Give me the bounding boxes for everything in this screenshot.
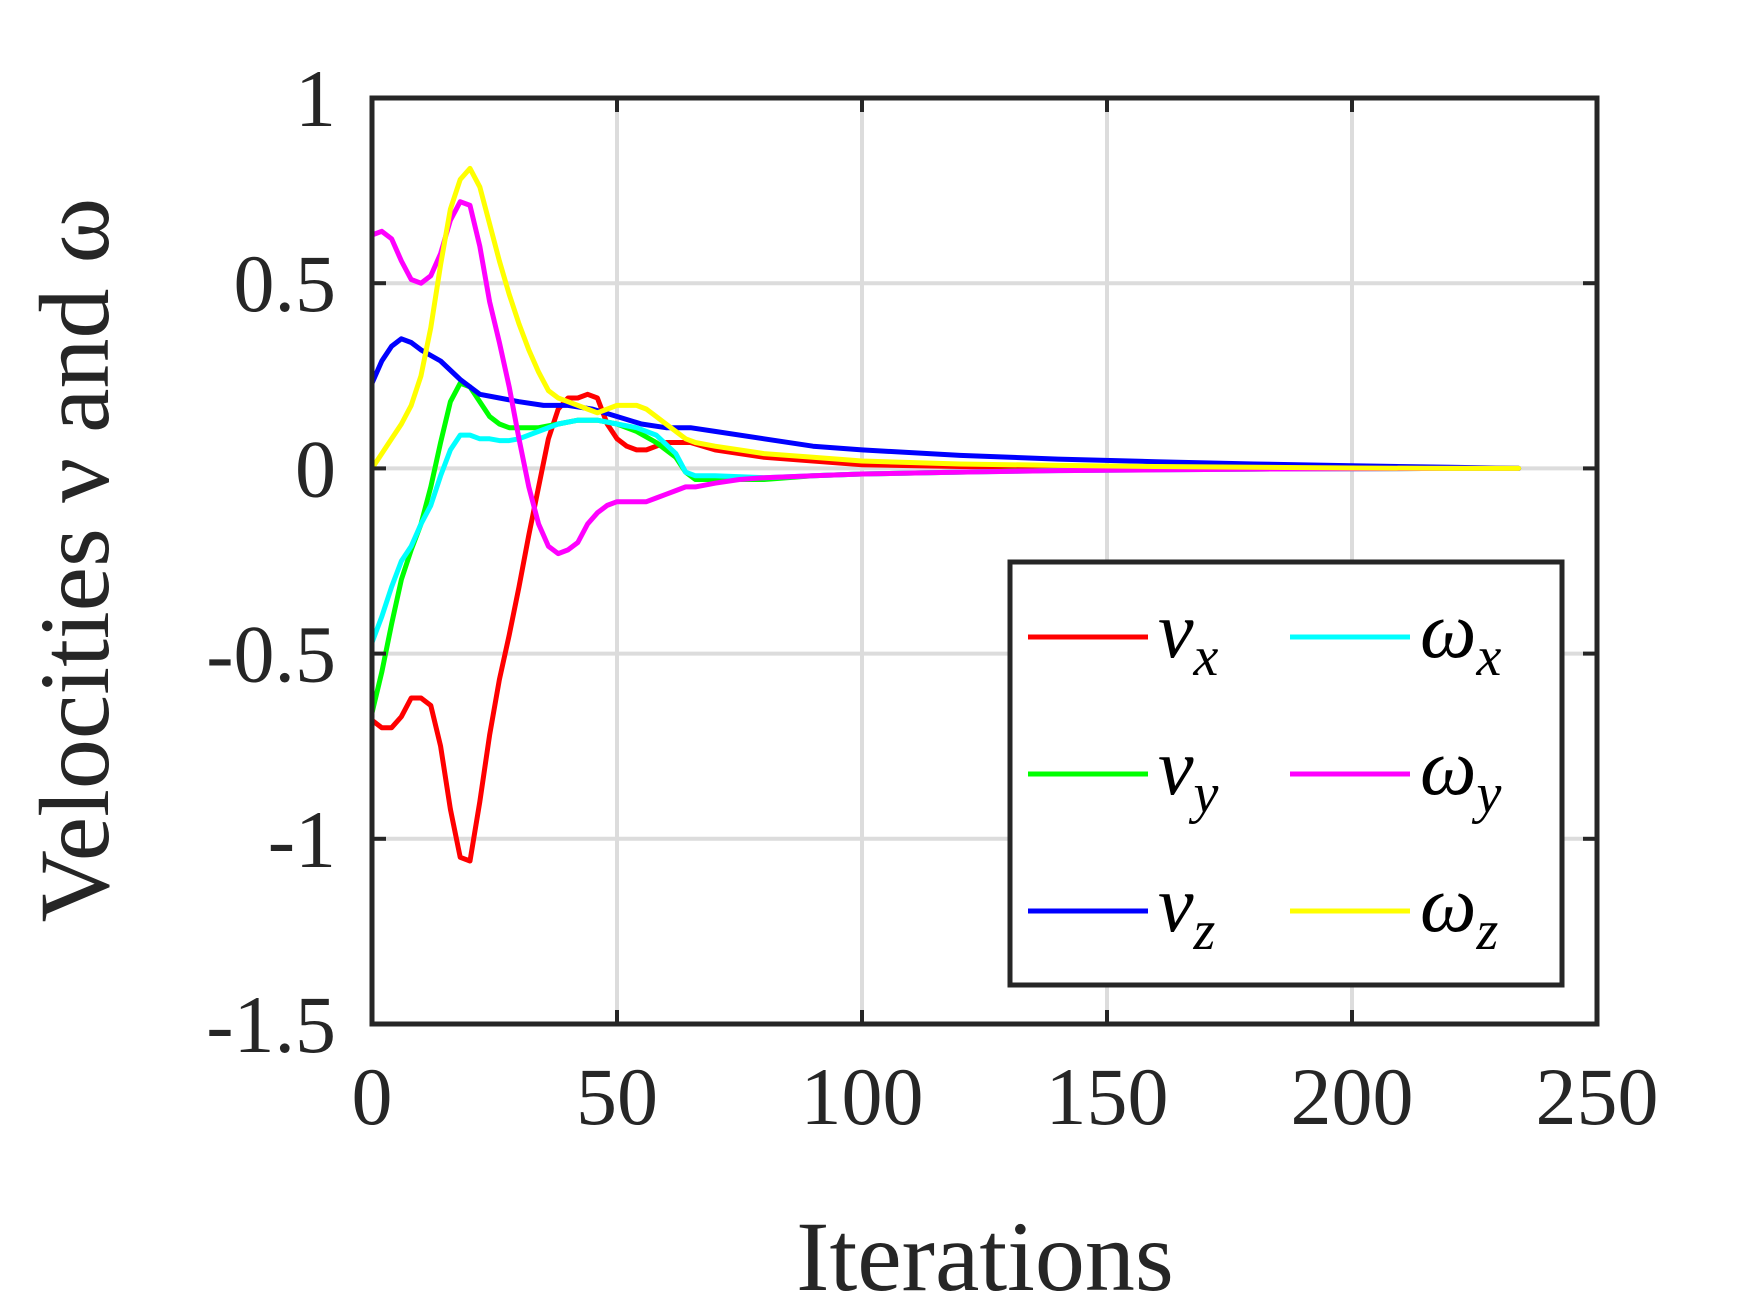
y-tick-label: 0.5 xyxy=(234,238,337,329)
x-tick-label: 250 xyxy=(1536,1051,1659,1142)
y-tick-label: -1 xyxy=(268,794,336,885)
axes-layer: 0 50 100 150 200 250 1 0.5 0 -0.5 -1 -1.5 xyxy=(206,53,1658,1142)
legend-label: ωx xyxy=(1420,587,1501,688)
y-tick-label: 1 xyxy=(295,53,336,144)
legend-entry-ν-z: νz xyxy=(1028,861,1216,962)
x-tick-label: 0 xyxy=(352,1051,393,1142)
y-tick-label: -1.5 xyxy=(206,979,336,1070)
legend-label: νy xyxy=(1158,724,1219,825)
y-tick-label: -0.5 xyxy=(206,609,336,700)
legend-label: ωz xyxy=(1420,861,1498,962)
plot-frame xyxy=(369,95,1600,1027)
legend: νx νy νz ωx ωy ωz xyxy=(1007,559,1565,988)
series-line-ν-z xyxy=(369,336,1522,471)
legend-label: νz xyxy=(1158,861,1216,962)
legend-entry-ω-x: ωx xyxy=(1290,587,1501,688)
y-tick-label: 0 xyxy=(295,423,336,514)
legend-label: νx xyxy=(1158,587,1219,688)
series-line-ν-x xyxy=(369,391,1522,864)
series-layer xyxy=(369,165,1522,864)
x-tick-label: 100 xyxy=(801,1051,924,1142)
y-axis-label: Velocities ν and ω xyxy=(19,198,130,923)
legend-label: ωy xyxy=(1420,724,1501,825)
x-tick-label: 150 xyxy=(1046,1051,1169,1142)
x-tick-label: 50 xyxy=(576,1051,658,1142)
legend-entry-ω-y: ωy xyxy=(1290,724,1501,825)
x-axis-label: Iterations xyxy=(796,1201,1174,1312)
legend-entry-ν-x: νx xyxy=(1028,587,1219,688)
series-line-ω-z xyxy=(369,165,1522,471)
legend-entry-ω-z: ωz xyxy=(1290,861,1498,962)
legend-entry-ν-y: νy xyxy=(1028,724,1219,825)
x-tick-label: 200 xyxy=(1291,1051,1414,1142)
